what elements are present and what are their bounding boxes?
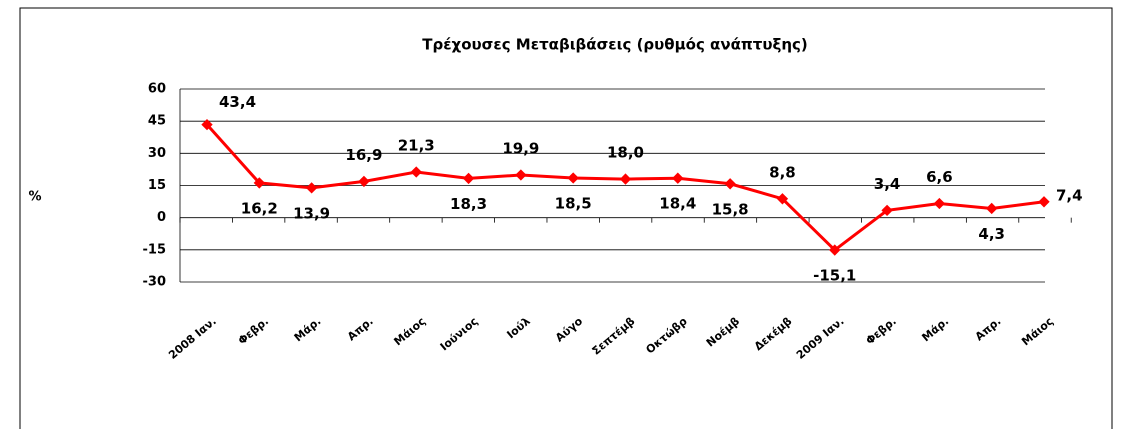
value-label: 43,4 [219,93,256,111]
marker [619,173,632,185]
marker [305,182,318,194]
marker [253,177,265,189]
value-label: 19,9 [502,139,539,157]
marker [462,172,475,185]
value-label: 8,8 [769,163,796,181]
marker [567,172,579,184]
value-label: 18,0 [607,144,644,162]
y-tick-label: -15 [143,242,167,257]
marker [829,244,841,256]
value-label: 21,3 [398,136,435,154]
value-label: 18,4 [659,195,696,213]
marker [986,202,998,215]
y-tick-label: 15 [148,178,166,193]
marker [1038,196,1050,208]
marker [776,193,789,205]
value-label: -15,1 [813,267,856,285]
y-tick-label: 45 [148,114,166,129]
marker [672,172,684,184]
chart-title: Τρέχουσες Μεταβιβάσεις (ρυθμός ανάπτυξης… [422,36,808,54]
y-tick-label: 0 [157,210,166,225]
frame [19,7,1113,429]
value-label: 18,5 [555,194,592,212]
value-label: 15,8 [712,200,749,218]
value-label: 18,3 [450,195,487,213]
marker [410,166,422,178]
value-label: 4,3 [978,225,1005,243]
value-label: 7,4 [1056,186,1083,204]
marker [358,175,370,188]
y-tick-label: 60 [148,82,166,97]
marker [881,204,893,217]
value-label: 13,9 [293,204,330,222]
y-tick-label: -30 [143,275,167,290]
marker [724,178,736,190]
value-label: 16,9 [345,146,382,164]
value-label: 6,6 [926,168,953,186]
y-axis-label: % [28,190,41,205]
marker [515,169,527,181]
marker [933,197,946,210]
value-label: 3,4 [874,175,901,193]
value-label: 16,2 [241,199,278,217]
y-tick-label: 30 [148,146,166,161]
